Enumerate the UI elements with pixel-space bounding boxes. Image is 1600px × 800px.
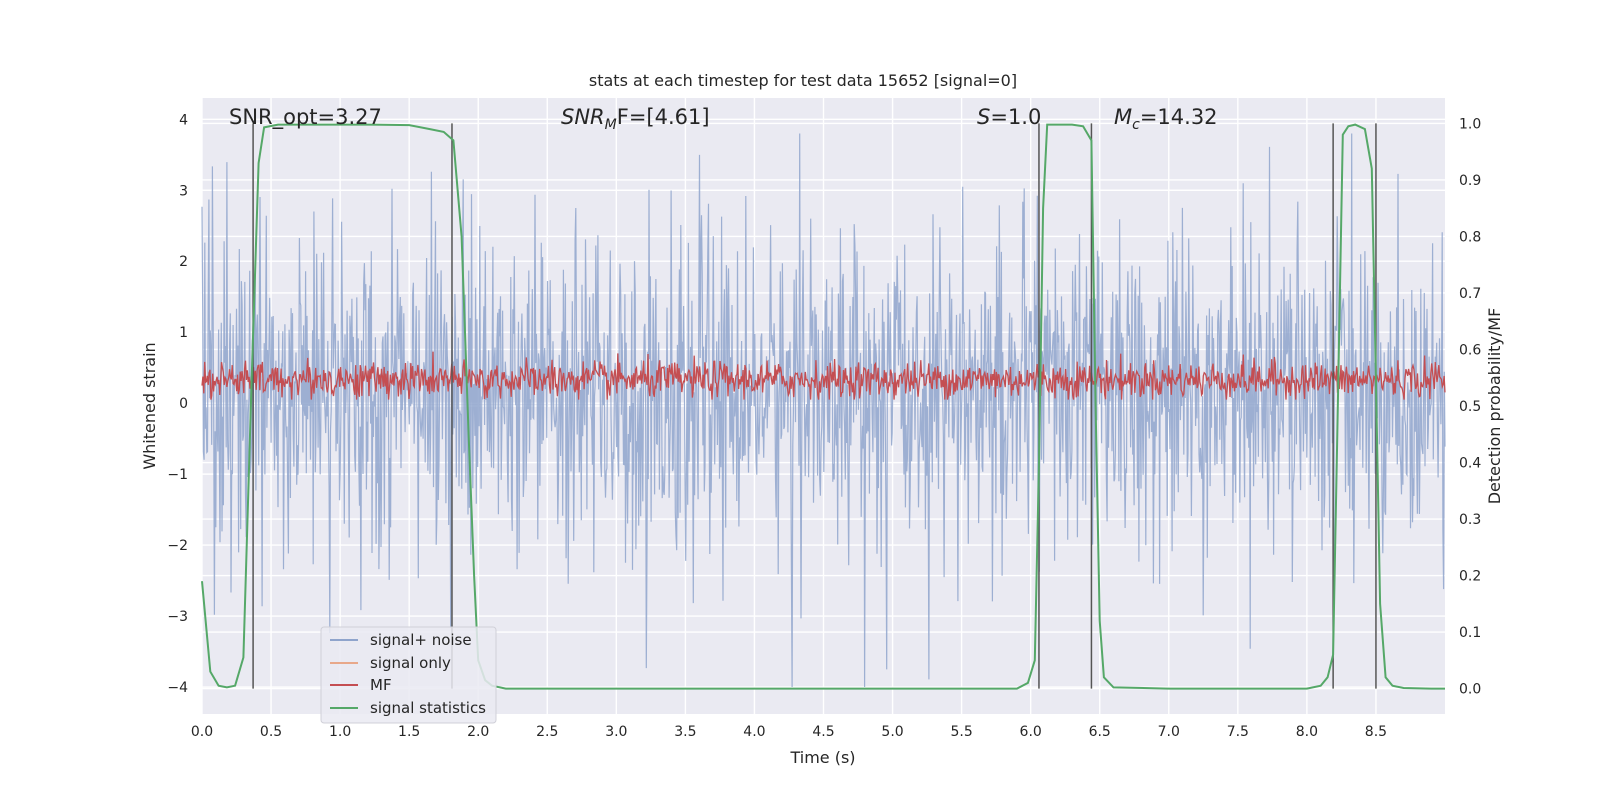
annotation-snr-opt: SNR_opt=3.27 bbox=[229, 105, 382, 130]
annotation-snr-mf: SNRMF=[4.61] bbox=[561, 105, 710, 133]
x-tick-label: 1.5 bbox=[398, 724, 420, 740]
y-tick-label-left: 3 bbox=[179, 183, 188, 199]
mf-line bbox=[201, 351, 1446, 400]
x-tick-label: 4.5 bbox=[812, 724, 834, 740]
legend-label-signal-statistics: signal statistics bbox=[370, 699, 486, 717]
x-tick-label: 0.5 bbox=[260, 724, 282, 740]
y-tick-label-right: 0.8 bbox=[1459, 229, 1481, 245]
legend-box bbox=[320, 626, 497, 724]
x-tick-label: 6.0 bbox=[1020, 724, 1042, 740]
y-tick-label-left: −4 bbox=[167, 680, 188, 696]
legend: signal+ noise signal only MF signal stat… bbox=[320, 626, 497, 724]
annotation-mc: Mc=14.32 bbox=[1114, 105, 1218, 133]
y-tick-label-left: 2 bbox=[179, 254, 188, 270]
y-axis-label-right: Detection probability/MF bbox=[1485, 308, 1504, 505]
x-tick-label: 1.0 bbox=[329, 724, 351, 740]
y-tick-label-right: 1.0 bbox=[1459, 116, 1481, 132]
y-tick-label-right: 0.2 bbox=[1459, 569, 1481, 585]
x-tick-label: 7.5 bbox=[1227, 724, 1249, 740]
x-tick-label: 3.0 bbox=[605, 724, 627, 740]
x-tick-label: 5.0 bbox=[881, 724, 903, 740]
signal-statistics-line bbox=[201, 123, 1445, 690]
y-tick-label-right: 0.6 bbox=[1459, 342, 1481, 358]
x-tick-label: 8.5 bbox=[1365, 724, 1387, 740]
legend-label-mf: MF bbox=[370, 676, 392, 694]
y-tick-label-right: 0.0 bbox=[1459, 682, 1481, 698]
y-tick-label-left: −3 bbox=[167, 609, 188, 625]
x-tick-label: 4.0 bbox=[743, 724, 765, 740]
y-tick-label-right: 0.1 bbox=[1459, 625, 1481, 641]
vertical-markers bbox=[252, 123, 1377, 689]
y-tick-label-right: 0.3 bbox=[1459, 512, 1481, 528]
legend-label-signal-only: signal only bbox=[370, 654, 451, 672]
x-tick-label: 7.0 bbox=[1158, 724, 1180, 740]
x-tick-label: 5.5 bbox=[950, 724, 972, 740]
y-tick-label-left: 0 bbox=[179, 396, 188, 412]
legend-label-signal-noise: signal+ noise bbox=[370, 631, 472, 649]
signal-noise-series bbox=[201, 133, 1446, 688]
x-tick-label: 0.0 bbox=[191, 724, 213, 740]
y-tick-label-right: 0.9 bbox=[1459, 173, 1481, 189]
signal-statistics-series bbox=[201, 123, 1445, 690]
x-tick-label: 2.5 bbox=[536, 724, 558, 740]
chart-title: stats at each timestep for test data 156… bbox=[589, 71, 1017, 90]
x-tick-label: 8.0 bbox=[1296, 724, 1318, 740]
y-tick-label-left: 1 bbox=[179, 325, 188, 341]
annotation-s: S=1.0 bbox=[977, 105, 1041, 129]
y-axis-label-left: Whitened strain bbox=[140, 342, 159, 469]
signal-noise-line bbox=[201, 133, 1446, 688]
y-tick-label-right: 0.7 bbox=[1459, 286, 1481, 302]
x-tick-label: 3.5 bbox=[674, 724, 696, 740]
mf-series bbox=[201, 351, 1446, 400]
y-tick-label-right: 0.5 bbox=[1459, 399, 1481, 415]
x-tick-label: 6.5 bbox=[1089, 724, 1111, 740]
axis-ticks: 0.0 0.5 1.0 1.5 2.0 2.5 3.0 3.5 4.0 4.5 5.0 5.5 6.0 6… bbox=[167, 112, 1481, 740]
y-tick-label-left: −1 bbox=[167, 467, 188, 483]
y-tick-label-left: −2 bbox=[167, 538, 188, 554]
y-tick-label-right: 0.4 bbox=[1459, 456, 1481, 472]
x-tick-label: 2.0 bbox=[467, 724, 489, 740]
x-axis-label: Time (s) bbox=[789, 748, 855, 767]
y-tick-label-left: 4 bbox=[179, 112, 188, 128]
